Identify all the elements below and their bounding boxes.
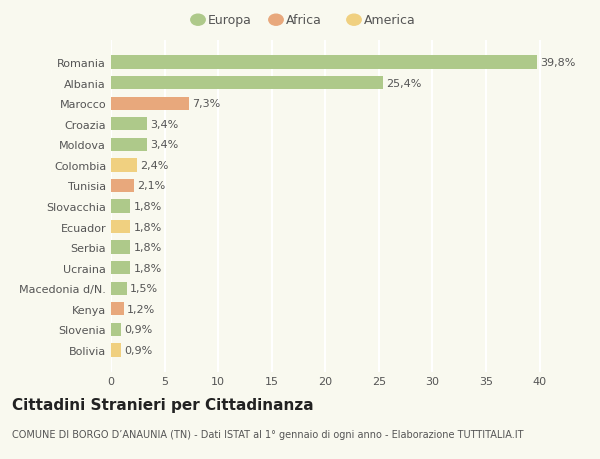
Text: 1,5%: 1,5% [130,284,158,294]
Text: 2,1%: 2,1% [137,181,165,191]
Text: Europa: Europa [208,14,251,27]
Bar [111,77,383,90]
Text: COMUNE DI BORGO D’ANAUNIA (TN) - Dati ISTAT al 1° gennaio di ogni anno - Elabora: COMUNE DI BORGO D’ANAUNIA (TN) - Dati IS… [12,429,523,439]
Text: 1,8%: 1,8% [133,202,162,212]
Bar [111,282,127,295]
Text: 0,9%: 0,9% [124,345,152,355]
Bar [111,200,130,213]
Text: 3,4%: 3,4% [151,119,179,129]
Bar [111,97,189,111]
Bar [111,179,133,193]
Text: 1,8%: 1,8% [133,242,162,252]
Text: 1,2%: 1,2% [127,304,155,314]
Bar [111,343,121,357]
Text: 7,3%: 7,3% [193,99,221,109]
Bar [111,56,538,70]
Bar [111,302,124,316]
Text: 25,4%: 25,4% [386,78,422,89]
Text: 2,4%: 2,4% [140,161,169,171]
Bar [111,138,148,151]
Bar [111,262,130,275]
Text: 39,8%: 39,8% [541,58,576,68]
Text: 0,9%: 0,9% [124,325,152,335]
Text: 3,4%: 3,4% [151,140,179,150]
Text: 1,8%: 1,8% [133,263,162,273]
Text: 1,8%: 1,8% [133,222,162,232]
Bar [111,159,137,172]
Bar [111,241,130,254]
Text: Cittadini Stranieri per Cittadinanza: Cittadini Stranieri per Cittadinanza [12,397,314,412]
Text: Africa: Africa [286,14,322,27]
Bar [111,118,148,131]
Bar [111,323,121,336]
Bar [111,220,130,234]
Text: America: America [364,14,415,27]
